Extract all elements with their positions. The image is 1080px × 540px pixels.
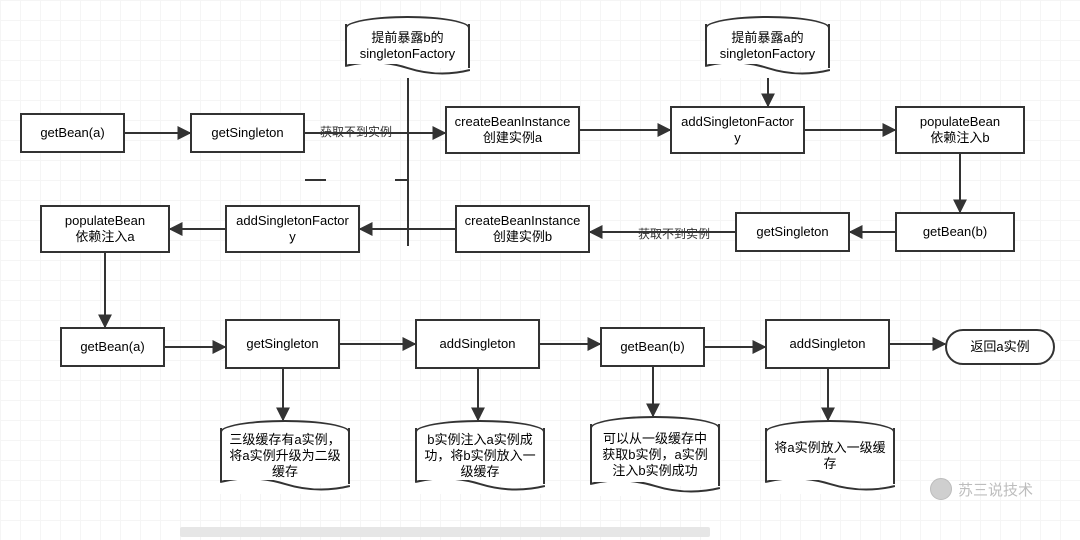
watermark-text: 苏三说技术 (958, 479, 1033, 500)
node-addsingletonfactory-b: addSingletonFactory (225, 205, 360, 253)
node-label: 返回a实例 (970, 339, 1029, 355)
node-getsingleton-1: getSingleton (190, 113, 305, 153)
node-label: 可以从一级缓存中获取b实例，a实例注入b实例成功 (598, 431, 712, 480)
node-label: getBean(b) (620, 339, 684, 355)
node-label: getSingleton (756, 224, 828, 240)
node-getbean-b-2: getBean(b) (600, 327, 705, 367)
node-label: 提前暴露a的 singletonFactory (720, 30, 815, 63)
edge-label-no-instance-2: 获取不到实例 (638, 225, 710, 242)
node-label: addSingletonFactory (233, 213, 352, 246)
node-populatebean-b: populateBean 依赖注入b (895, 106, 1025, 154)
node-addsingletonfactory-a: addSingletonFactory (670, 106, 805, 154)
node-label: createBeanInstance创建实例b (463, 213, 582, 246)
bottom-shadow-bar (180, 527, 710, 537)
node-label: addSingleton (790, 336, 866, 352)
node-label: getSingleton (246, 336, 318, 352)
node-label: 三级缓存有a实例，将a实例升级为二级缓存 (228, 432, 342, 481)
node-label: getBean(b) (923, 224, 987, 240)
doc-l3-cache-a: 三级缓存有a实例，将a实例升级为二级缓存 (220, 428, 350, 484)
terminal-return-a: 返回a实例 (945, 329, 1055, 365)
node-getsingleton-2: getSingleton (735, 212, 850, 252)
node-populatebean-a: populateBean 依赖注入a (40, 205, 170, 253)
node-label: 提前暴露b的 singletonFactory (360, 30, 455, 63)
node-label: addSingleton (440, 336, 516, 352)
wechat-icon (930, 478, 952, 500)
node-label: populateBean 依赖注入a (65, 213, 145, 246)
node-label: getSingleton (211, 125, 283, 141)
node-label: createBeanInstance创建实例a (453, 114, 572, 147)
node-label: getBean(a) (80, 339, 144, 355)
diagram-canvas: getBean(a) getSingleton createBeanInstan… (0, 0, 1080, 540)
node-label: populateBean 依赖注入b (920, 114, 1000, 147)
node-getbean-b-1: getBean(b) (895, 212, 1015, 252)
doc-get-b-l1: 可以从一级缓存中获取b实例，a实例注入b实例成功 (590, 424, 720, 486)
node-getbean-a-1: getBean(a) (20, 113, 125, 153)
node-getsingleton-3: getSingleton (225, 319, 340, 369)
node-getbean-a-2: getBean(a) (60, 327, 165, 367)
doc-a-into-l1: 将a实例放入一级缓存 (765, 428, 895, 484)
edge-label-no-instance-1: 获取不到实例 (320, 123, 392, 140)
doc-b-into-l1: b实例注入a实例成功，将b实例放入一级缓存 (415, 428, 545, 484)
node-addsingleton-2: addSingleton (765, 319, 890, 369)
doc-expose-b-factory: 提前暴露b的 singletonFactory (345, 24, 470, 68)
node-label: b实例注入a实例成功，将b实例放入一级缓存 (423, 432, 537, 481)
node-label: 将a实例放入一级缓存 (773, 440, 887, 473)
doc-expose-a-factory: 提前暴露a的 singletonFactory (705, 24, 830, 68)
node-label: getBean(a) (40, 125, 104, 141)
node-createbeaninstance-a: createBeanInstance创建实例a (445, 106, 580, 154)
watermark: 苏三说技术 (930, 478, 1033, 500)
node-createbeaninstance-b: createBeanInstance创建实例b (455, 205, 590, 253)
node-addsingleton-1: addSingleton (415, 319, 540, 369)
node-label: addSingletonFactory (678, 114, 797, 147)
